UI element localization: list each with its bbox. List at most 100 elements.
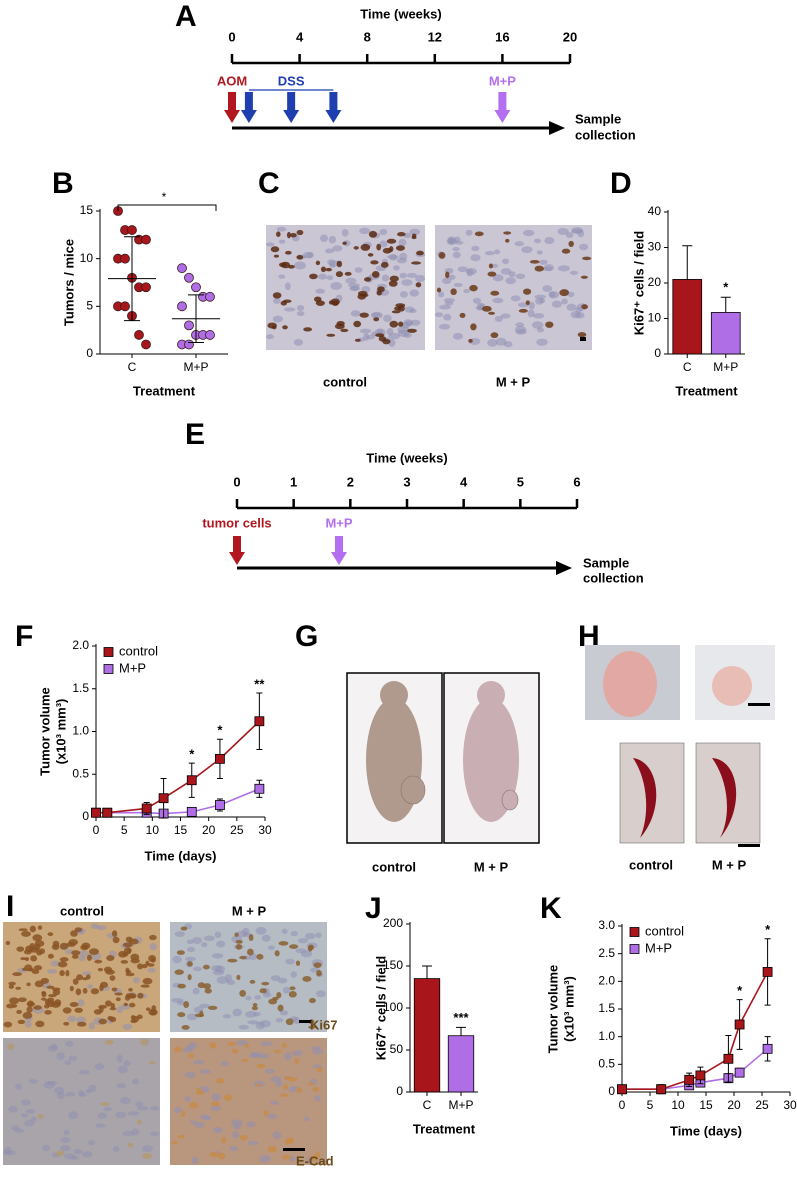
- stained-nucleus: [296, 1087, 303, 1094]
- stained-nucleus: [239, 1134, 248, 1141]
- stained-nucleus: [47, 932, 54, 936]
- stained-nucleus: [488, 263, 494, 269]
- cell: [88, 1022, 96, 1030]
- stained-nucleus: [415, 282, 422, 288]
- stained-nucleus: [71, 954, 79, 959]
- y-tick-label: 0.5: [72, 766, 89, 780]
- stained-nucleus: [7, 1043, 15, 1050]
- significance: *: [189, 747, 195, 762]
- stained-nucleus: [312, 1086, 320, 1092]
- stained-nucleus: [407, 328, 417, 333]
- marker: [158, 793, 169, 804]
- cell: [465, 229, 473, 236]
- event-arrow: [325, 92, 342, 123]
- stained-nucleus: [12, 972, 23, 977]
- stained-nucleus: [505, 238, 510, 243]
- cell: [202, 1115, 212, 1121]
- stained-nucleus: [82, 987, 88, 994]
- stained-nucleus: [34, 940, 45, 947]
- cell: [254, 995, 262, 1000]
- stained-nucleus: [490, 290, 500, 296]
- panel-label: I: [6, 890, 14, 923]
- cell: [396, 257, 407, 264]
- cell: [90, 923, 100, 930]
- cell: [212, 1127, 223, 1134]
- marker: [141, 803, 152, 814]
- stained-nucleus: [9, 997, 20, 1005]
- cell: [295, 948, 307, 954]
- row-label: Ki67: [310, 1017, 337, 1032]
- stained-nucleus: [218, 1152, 226, 1160]
- image-label: control: [60, 903, 104, 918]
- stained-nucleus: [308, 1082, 313, 1086]
- stained-nucleus: [308, 997, 316, 1004]
- image-label: M + P: [712, 857, 747, 872]
- cell: [329, 263, 336, 268]
- cell: [276, 226, 287, 232]
- x-tick-label: 10: [146, 823, 160, 837]
- stained-nucleus: [147, 963, 155, 967]
- cell: [406, 272, 418, 278]
- dot: [184, 272, 194, 283]
- scale-bar: [748, 703, 770, 706]
- stained-nucleus: [195, 1090, 205, 1096]
- cell: [135, 1101, 144, 1108]
- cell: [214, 931, 222, 939]
- cell: [359, 328, 372, 334]
- cell: [278, 239, 286, 244]
- stained-nucleus: [128, 1002, 136, 1008]
- cell: [260, 1041, 273, 1047]
- cell: [30, 1116, 37, 1122]
- stained-nucleus: [273, 1049, 282, 1054]
- panel-label: K: [540, 892, 562, 925]
- x-tick-label: 0: [93, 823, 100, 837]
- event-label: AOM: [217, 73, 247, 88]
- image-label: control: [629, 857, 673, 872]
- cell: [116, 1054, 123, 1063]
- stained-nucleus: [209, 1151, 220, 1158]
- stained-nucleus: [302, 976, 312, 982]
- stained-nucleus: [545, 321, 554, 328]
- x-axis-label: Time (days): [670, 1123, 742, 1138]
- x-tick-label: 15: [699, 1098, 713, 1112]
- stained-nucleus: [126, 995, 137, 999]
- legend-label: M+P: [645, 940, 672, 955]
- stained-nucleus: [8, 981, 16, 986]
- cell: [185, 956, 197, 962]
- stained-nucleus: [276, 991, 282, 999]
- bar: [447, 1035, 475, 1093]
- stained-nucleus: [581, 304, 588, 310]
- cell: [267, 945, 275, 950]
- x-axis-label: Treatment: [413, 1121, 476, 1136]
- cell: [116, 1083, 127, 1089]
- stained-nucleus: [378, 336, 387, 342]
- stained-nucleus: [17, 1019, 26, 1025]
- stained-nucleus: [270, 246, 280, 253]
- cell: [150, 1131, 160, 1136]
- cell: [42, 1144, 51, 1152]
- cell: [494, 249, 501, 255]
- stained-nucleus: [342, 241, 347, 245]
- image-label: M + P: [496, 374, 531, 389]
- cell: [514, 325, 527, 334]
- cell: [500, 313, 511, 319]
- cell: [226, 979, 235, 986]
- spleen: [712, 758, 737, 838]
- cell: [293, 338, 304, 346]
- stained-nucleus: [140, 984, 150, 988]
- stained-nucleus: [203, 983, 212, 990]
- cell: [28, 1078, 38, 1084]
- stained-nucleus: [525, 300, 530, 306]
- stained-nucleus: [278, 941, 289, 946]
- event-arrow: [229, 536, 245, 565]
- stained-nucleus: [309, 273, 318, 280]
- stained-nucleus: [181, 1110, 186, 1118]
- cell: [68, 1055, 78, 1062]
- stained-nucleus: [130, 1015, 136, 1020]
- stained-nucleus: [8, 984, 15, 989]
- cell: [82, 1151, 93, 1158]
- cell: [25, 1020, 32, 1028]
- stained-nucleus: [128, 987, 133, 992]
- stained-nucleus: [137, 992, 144, 999]
- stained-nucleus: [276, 231, 281, 237]
